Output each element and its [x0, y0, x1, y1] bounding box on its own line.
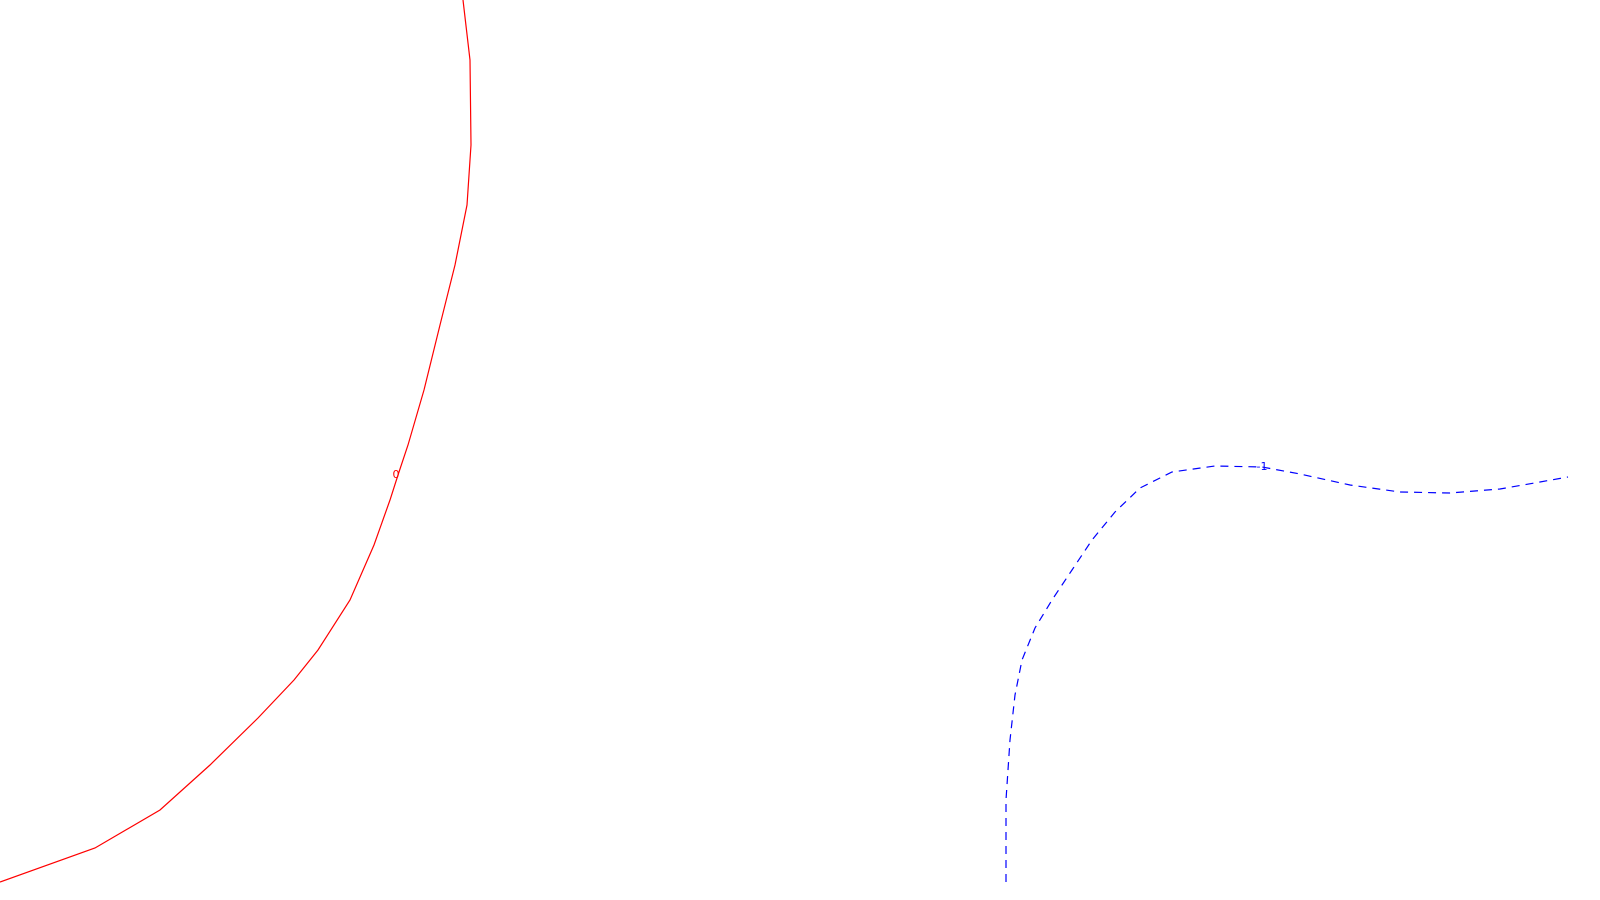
contour-label-level-0: 0: [393, 468, 400, 481]
contour-label-level-minus-1: -1: [1257, 460, 1268, 473]
contour-line-level-minus-1: [1005, 465, 1569, 882]
contour-line-level-0: [0, 0, 472, 883]
